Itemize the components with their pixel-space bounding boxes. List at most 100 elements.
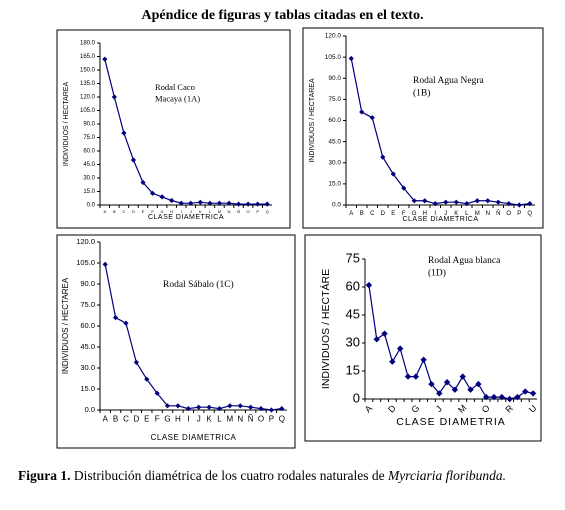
y-tick-label: 15.0 (83, 189, 95, 195)
y-tick-label: 150.0 (80, 68, 96, 74)
data-point (197, 199, 203, 205)
x-tick-label: D (381, 211, 386, 217)
panel-frame (56, 29, 291, 229)
y-tick-label: 105.0 (325, 54, 342, 61)
data-point (133, 359, 139, 365)
x-tick-label: M (218, 209, 221, 214)
y-tick-label: 105.0 (80, 108, 96, 114)
y-tick-label: 30.0 (80, 363, 95, 372)
y-tick-label: 120.0 (325, 33, 342, 40)
x-tick-label: G (412, 211, 417, 217)
x-tick-label: J (444, 211, 447, 217)
data-point (529, 390, 537, 397)
x-tick-label: C (370, 211, 375, 217)
y-axis-label: INDIVIDUOS / HECTAREA (61, 277, 70, 374)
x-tick-label: P (517, 211, 521, 217)
y-tick-label: 15.0 (328, 181, 341, 188)
data-point (159, 194, 165, 200)
x-tick-label: Ñ (248, 415, 254, 424)
x-tick-label: R (503, 403, 515, 415)
data-point (365, 281, 373, 289)
y-tick-label: 180.0 (80, 41, 96, 47)
data-point (130, 157, 137, 163)
x-tick-label: O (506, 211, 511, 217)
data-point (216, 406, 223, 412)
data-point (207, 200, 213, 206)
data-point (369, 115, 375, 121)
data-point (475, 380, 482, 388)
data-point (359, 109, 365, 115)
data-point (373, 336, 380, 343)
series-line (368, 285, 534, 400)
figure: 0.0 15.0 30.0 45.0 60.0 75.0 90.0 105.0 120.0 135… (56, 27, 544, 449)
x-tick-label: A (103, 209, 106, 214)
data-point (123, 320, 129, 326)
data-point (140, 179, 146, 186)
data-point (188, 200, 194, 206)
data-point (506, 395, 513, 403)
data-point (396, 345, 404, 352)
data-point (412, 373, 420, 380)
x-tick-label: E (144, 415, 149, 424)
data-point (420, 356, 427, 363)
x-tick-label: J (434, 404, 444, 414)
y-tick-label: 45.0 (328, 138, 341, 145)
data-point (474, 198, 480, 204)
data-point (443, 379, 451, 386)
data-point (175, 403, 181, 409)
y-tick-label: 60.0 (80, 321, 95, 330)
x-tick-label: C (122, 209, 125, 214)
data-point (226, 200, 232, 206)
x-tick-label: B (113, 209, 116, 214)
x-tick-label: B (360, 211, 364, 217)
x-tick-label: A (363, 403, 374, 414)
caption-label: Figura 1. (18, 468, 71, 483)
x-tick-label: J (197, 415, 201, 424)
x-tick-label: I (187, 415, 189, 424)
x-tick-label: M (456, 403, 468, 415)
data-point (206, 404, 212, 410)
y-tick-label: 75.0 (80, 300, 95, 309)
x-tick-label: K (199, 209, 202, 214)
annotation: Macaya (1A) (155, 94, 200, 104)
y-tick-label: 60.0 (83, 149, 95, 155)
y-axis-label: INDIVIDUOS / HECTÁRE (319, 269, 332, 389)
y-tick-label: 165.0 (80, 54, 96, 60)
data-point (453, 199, 459, 205)
x-tick-label: C (123, 415, 129, 424)
y-tick-label: 60 (346, 278, 360, 293)
panel-frame (304, 234, 542, 442)
x-tick-label: M (475, 211, 480, 217)
x-tick-label: M (227, 415, 234, 424)
annotation: Rodal Sábalo (1C) (163, 279, 234, 290)
y-tick-label: 30.0 (328, 159, 341, 166)
data-point (112, 315, 119, 321)
x-tick-label: O (247, 209, 250, 214)
x-tick-label: B (113, 415, 118, 424)
y-tick-label: 45 (346, 306, 360, 321)
y-tick-label: 135.0 (80, 81, 96, 87)
data-point (522, 388, 529, 395)
x-tick-label: I (434, 211, 436, 217)
data-point (237, 403, 243, 409)
annotation: (1B) (413, 88, 430, 99)
x-tick-label: G (164, 415, 170, 424)
data-point (178, 200, 184, 206)
x-tick-label: K (454, 211, 458, 217)
y-tick-label: 60.0 (328, 117, 341, 124)
x-tick-label: F (151, 209, 154, 214)
caption-text: Distribución diamétrica de los cuatro ro… (73, 468, 385, 483)
x-axis-label: CLASE DIAMETRIA (396, 416, 506, 428)
data-point (490, 393, 498, 401)
y-tick-label: 45.0 (83, 162, 95, 168)
data-point (216, 200, 223, 206)
data-point (185, 406, 191, 412)
y-axis-label: INDIVIDUOS / HECTAREA (63, 82, 70, 167)
data-point (164, 403, 171, 409)
x-tick-label: G (161, 209, 164, 214)
x-tick-label: Ñ (237, 209, 240, 214)
y-tick-label: 90.0 (328, 75, 341, 82)
x-tick-label: H (175, 415, 181, 424)
panel-frame (302, 27, 544, 229)
y-tick-label: 75.0 (83, 135, 95, 141)
